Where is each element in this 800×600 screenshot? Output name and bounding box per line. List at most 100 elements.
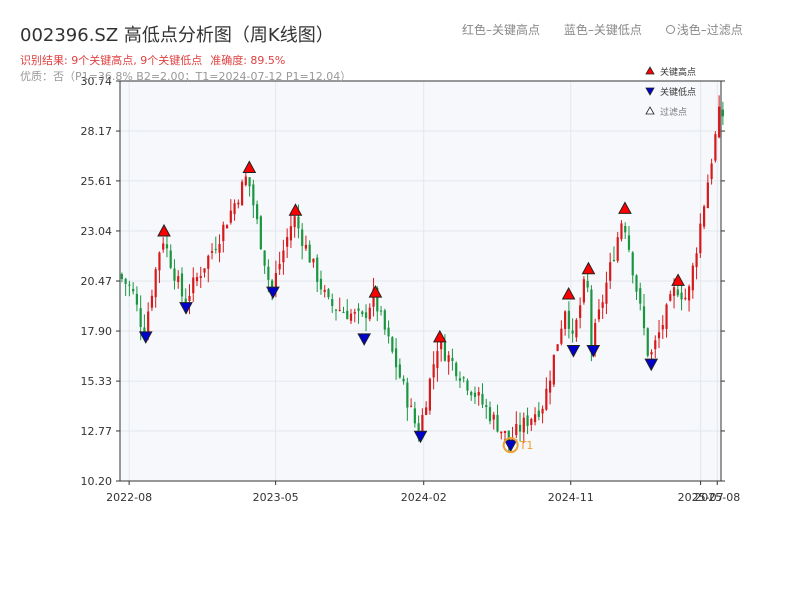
candle-body: [545, 388, 548, 410]
candle-body: [391, 337, 394, 352]
candle-body: [458, 378, 462, 381]
hollow-circle-icon: [665, 25, 675, 34]
candle-body: [462, 377, 465, 379]
candle-body: [594, 323, 597, 353]
candle-body: [316, 257, 319, 282]
y-tick-label: 20.47: [81, 275, 113, 288]
candle-body: [601, 302, 604, 308]
legend-marker-3: [645, 106, 655, 115]
candle-body: [488, 407, 492, 422]
candle-body: [237, 202, 240, 205]
candle-body: [214, 248, 217, 251]
candle-body: [687, 286, 691, 301]
candle-body: [402, 378, 405, 382]
candle-body: [218, 243, 221, 253]
y-tick-label: 10.20: [81, 475, 113, 488]
candle-body: [210, 251, 214, 253]
candle-body: [556, 344, 559, 351]
candle-body: [714, 134, 717, 161]
key-low-marker: [138, 331, 153, 344]
candle-body: [158, 252, 161, 271]
candle-body: [368, 307, 371, 320]
candle-body: [188, 295, 191, 301]
candle-body: [612, 259, 616, 261]
candle-body: [537, 410, 540, 417]
top-legend-light: 浅色–过滤点: [665, 23, 743, 37]
candle-body: [169, 250, 172, 268]
candle-body: [485, 405, 488, 408]
x-tick-label: 2022-08: [106, 491, 152, 504]
highlight-label: T1: [519, 439, 534, 452]
candle-body: [560, 328, 563, 344]
candle-body: [225, 225, 229, 229]
candle-body: [702, 206, 706, 227]
chart-title: 002396.SZ 高低点分析图（周K线图）: [20, 25, 334, 46]
key-low-marker: [179, 302, 193, 315]
candle-body: [447, 355, 450, 362]
candle-body: [379, 310, 383, 312]
candle-body: [349, 313, 353, 321]
candle-body: [150, 295, 154, 308]
candle-body: [372, 288, 375, 307]
candle-body: [548, 380, 552, 393]
candle-body: [410, 405, 413, 407]
candle-body: [669, 294, 672, 301]
candle-body: [564, 311, 567, 329]
candle-body: [289, 226, 293, 241]
legend-label-1: 关键高点: [660, 66, 696, 78]
candle-body: [139, 308, 142, 327]
candle-body: [338, 309, 341, 311]
candle-body: [387, 327, 390, 337]
candle-body: [639, 288, 642, 304]
candle-body: [192, 277, 195, 294]
candle-body: [481, 393, 484, 405]
candle-body: [304, 244, 308, 249]
candle-body: [515, 423, 518, 436]
candle-body: [346, 310, 349, 320]
candle-body: [455, 362, 458, 377]
y-tick-label: 23.04: [81, 225, 113, 238]
legend-label-3: 过滤点: [660, 106, 687, 118]
candle-body: [451, 357, 454, 361]
y-tick-label: 15.33: [81, 375, 113, 388]
candle-body: [684, 297, 687, 300]
candle-body: [263, 250, 266, 266]
x-tick-label: 2025-08: [694, 491, 740, 504]
candle-body: [654, 340, 657, 350]
candle-body: [240, 181, 244, 206]
key-high-marker: [561, 287, 576, 300]
candle-body: [609, 262, 612, 281]
candle-body: [661, 325, 664, 330]
candle-body: [124, 278, 127, 284]
candle-body: [721, 109, 724, 117]
candle-body: [278, 263, 281, 270]
candle-body: [496, 414, 499, 432]
result-accuracy: 准确度: 89.5%: [210, 54, 286, 67]
candle-body: [353, 311, 356, 314]
key-high-marker: [368, 285, 383, 298]
candle-body: [286, 237, 289, 247]
candle-body: [293, 216, 296, 228]
candle-body: [203, 268, 206, 273]
candle-body: [195, 277, 199, 282]
candle-body: [259, 216, 262, 250]
candle-body: [691, 265, 694, 291]
candle-body: [128, 284, 131, 286]
candle-body: [507, 430, 510, 442]
candle-body: [522, 417, 525, 433]
candle-body: [282, 250, 285, 263]
candle-body: [650, 351, 653, 355]
candle-body: [301, 229, 304, 246]
candle-body: [274, 272, 277, 288]
candle-body: [425, 407, 428, 416]
candle-body: [233, 203, 236, 215]
candle-body: [571, 330, 574, 334]
candle-body: [680, 292, 683, 300]
x-tick-label: 2023-05: [253, 491, 299, 504]
candle-body: [616, 237, 619, 261]
candle-body: [244, 176, 247, 186]
key-low-marker: [566, 345, 581, 358]
candle-body: [331, 299, 334, 306]
candle-body: [473, 392, 477, 397]
candle-body: [699, 223, 702, 254]
